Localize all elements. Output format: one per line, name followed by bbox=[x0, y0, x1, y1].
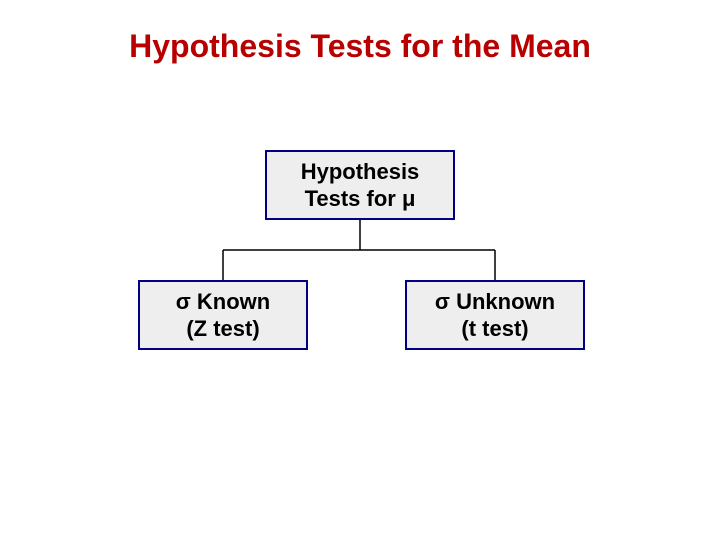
node-root-line1: Hypothesis bbox=[301, 158, 420, 186]
node-right-line2: (t test) bbox=[461, 315, 528, 343]
node-root-line2: Tests for μ bbox=[305, 185, 416, 213]
tree-node-left: σ Known (Z test) bbox=[138, 280, 308, 350]
tree-node-root: Hypothesis Tests for μ bbox=[265, 150, 455, 220]
tree-node-right: σ Unknown (t test) bbox=[405, 280, 585, 350]
slide-title: Hypothesis Tests for the Mean bbox=[0, 28, 720, 65]
node-left-line1: σ Known bbox=[176, 288, 270, 316]
tree-connectors bbox=[0, 0, 720, 540]
slide-title-text: Hypothesis Tests for the Mean bbox=[129, 28, 591, 64]
node-right-line1: σ Unknown bbox=[435, 288, 555, 316]
node-left-line2: (Z test) bbox=[186, 315, 259, 343]
